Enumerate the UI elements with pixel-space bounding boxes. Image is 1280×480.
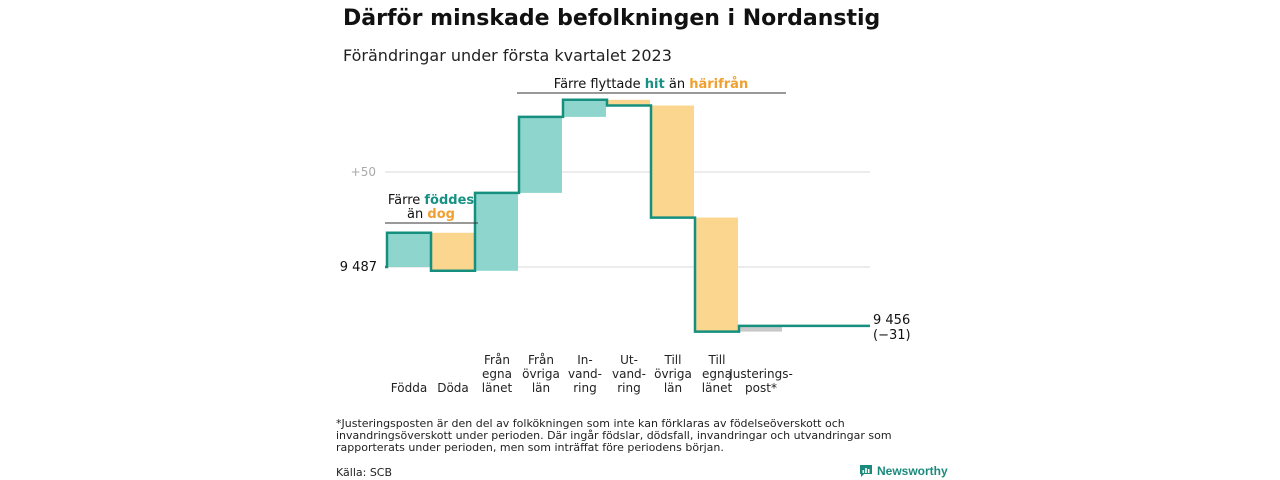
born-annotation-text1: Färre: [388, 193, 420, 208]
moved-annotation-highlight1: hit: [645, 77, 665, 92]
category-label-line: egna: [482, 367, 512, 381]
born-annotation-text2: än: [407, 207, 423, 222]
footnote: *Justeringsposten är den del av folkökni…: [336, 417, 892, 454]
bar-invandring: [563, 99, 606, 117]
category-label: Justerings-post*: [728, 367, 793, 395]
category-label: Från egna länet: [482, 353, 513, 395]
bar-döda: [431, 232, 474, 271]
category-label-line: Till: [708, 353, 726, 367]
bar-från-egna-länet: [475, 192, 518, 271]
category-label-line: vand-: [568, 367, 602, 381]
gridline-plus50-label: +50: [351, 165, 376, 179]
category-label-line: egna: [702, 367, 732, 381]
category-label: Till övriga län: [654, 353, 692, 395]
end-change-label: (−31): [873, 328, 911, 343]
category-label-line: ring: [573, 381, 597, 395]
category-label-line: Ut-: [620, 353, 638, 367]
bar-justeringspost: [739, 325, 782, 332]
brand-logo: Newsworthy: [859, 464, 948, 478]
bars-group: [387, 99, 782, 332]
category-label-line: ring: [617, 381, 641, 395]
moved-annotation-highlight2: härifrån: [689, 77, 748, 92]
category-label-line: övriga: [522, 367, 560, 381]
moved-annotation-text1: Färre flyttade: [554, 77, 641, 92]
category-label-line: Justerings-: [728, 367, 793, 381]
category-label: Ut-vand-ring: [612, 353, 646, 395]
moved-annotation-text2: än: [669, 77, 685, 92]
start-value-label: 9 487: [340, 260, 377, 275]
category-label-line: vand-: [612, 367, 646, 381]
category-label: Födda: [391, 381, 427, 395]
source-label: Källa: SCB: [336, 466, 393, 479]
cumulative-step-line: [385, 98, 870, 333]
category-label-line: länet: [482, 381, 513, 395]
bar-till-övriga-län: [651, 105, 694, 218]
moved-annotation: Färre flyttade hit än härifrån: [554, 77, 748, 92]
chart-subtitle: Förändringar under första kvartalet 2023: [343, 46, 672, 65]
category-label-line: Till: [664, 353, 682, 367]
category-label-line: post*: [745, 381, 777, 395]
born-annotation-line1: Färre föddes: [388, 193, 475, 208]
category-label: In-vand-ring: [568, 353, 602, 395]
category-label: Från övriga län: [522, 353, 560, 395]
category-label: Döda: [437, 381, 469, 395]
chart-title: Därför minskade befolkningen i Nordansti…: [343, 6, 881, 31]
end-value-label: 9 456: [873, 313, 910, 328]
category-label-line: Födda: [391, 381, 427, 395]
category-label-line: län: [532, 381, 550, 395]
category-label-line: övriga: [654, 367, 692, 381]
born-annotation-highlight1: föddes: [424, 193, 474, 208]
category-label-line: Döda: [437, 381, 469, 395]
bar-från-övriga-län: [519, 116, 562, 193]
category-label: Till egna länet: [702, 353, 733, 395]
bar-utvandring: [607, 99, 650, 106]
bar-födda: [387, 232, 430, 267]
category-label-line: Från: [528, 353, 554, 367]
category-label-line: länet: [702, 381, 733, 395]
bar-till-egna-länet: [695, 217, 738, 332]
category-label-line: In-: [577, 353, 592, 367]
category-label-line: län: [664, 381, 682, 395]
born-annotation-highlight2: dog: [427, 207, 455, 222]
newsworthy-logo-icon: [860, 465, 872, 477]
brand-name: Newsworthy: [877, 464, 948, 478]
born-annotation-line2: än dog: [407, 207, 455, 222]
category-label-line: Från: [484, 353, 510, 367]
